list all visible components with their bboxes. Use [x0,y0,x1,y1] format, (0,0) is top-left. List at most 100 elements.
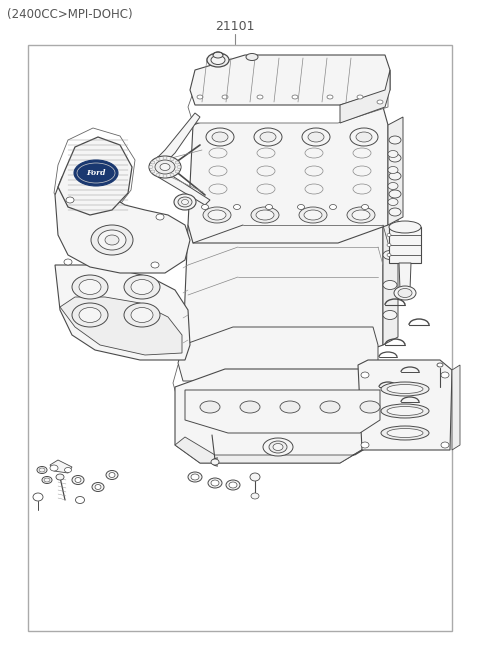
Ellipse shape [229,482,237,488]
Ellipse shape [383,250,397,259]
Ellipse shape [42,476,52,483]
Ellipse shape [151,262,159,268]
Ellipse shape [197,95,203,99]
Ellipse shape [75,477,81,483]
Ellipse shape [91,225,133,255]
Ellipse shape [106,470,118,479]
Ellipse shape [213,52,223,58]
Ellipse shape [389,190,401,198]
Polygon shape [399,263,411,290]
Ellipse shape [398,288,412,297]
Ellipse shape [389,221,421,233]
Ellipse shape [124,275,160,299]
Polygon shape [173,347,373,401]
Ellipse shape [389,208,401,216]
Ellipse shape [156,158,160,160]
Ellipse shape [160,164,170,170]
Ellipse shape [191,474,199,480]
Ellipse shape [246,54,258,60]
Polygon shape [370,379,385,445]
Ellipse shape [222,95,228,99]
Ellipse shape [170,174,174,176]
Polygon shape [340,70,390,123]
Ellipse shape [79,307,101,322]
Ellipse shape [151,161,155,164]
Ellipse shape [39,468,45,472]
Ellipse shape [79,280,101,295]
Ellipse shape [387,407,423,415]
Ellipse shape [361,204,369,210]
Ellipse shape [357,95,363,99]
Ellipse shape [155,160,175,174]
Ellipse shape [377,100,383,104]
Polygon shape [188,77,388,123]
Ellipse shape [44,478,50,482]
Ellipse shape [441,442,449,448]
Ellipse shape [209,184,227,194]
Ellipse shape [388,151,398,157]
Polygon shape [178,327,378,381]
Ellipse shape [305,184,323,194]
Ellipse shape [381,426,429,440]
Ellipse shape [178,197,192,207]
Ellipse shape [273,443,283,451]
Ellipse shape [151,170,155,173]
Ellipse shape [308,132,324,142]
Ellipse shape [257,148,275,158]
Ellipse shape [156,214,164,220]
Polygon shape [358,360,452,450]
Ellipse shape [361,372,369,378]
Ellipse shape [72,476,84,485]
Ellipse shape [149,156,181,178]
Ellipse shape [383,280,397,290]
Ellipse shape [361,442,369,448]
Ellipse shape [387,428,423,438]
Ellipse shape [233,204,240,210]
Ellipse shape [74,160,118,186]
Ellipse shape [212,132,228,142]
Ellipse shape [208,210,226,220]
Ellipse shape [226,480,240,490]
Ellipse shape [360,401,380,413]
Polygon shape [58,137,132,215]
Ellipse shape [131,307,153,322]
Ellipse shape [211,459,219,465]
Ellipse shape [240,401,260,413]
Ellipse shape [302,128,330,146]
Ellipse shape [389,172,401,180]
Ellipse shape [353,148,371,158]
Ellipse shape [170,158,174,160]
Ellipse shape [56,474,64,480]
Polygon shape [28,45,452,631]
Ellipse shape [131,280,153,295]
Ellipse shape [305,166,323,176]
Ellipse shape [350,128,378,146]
Polygon shape [190,55,390,105]
Ellipse shape [77,163,115,183]
Ellipse shape [347,207,375,223]
Text: 21101: 21101 [215,20,255,33]
Ellipse shape [64,259,72,265]
Ellipse shape [177,166,181,168]
Ellipse shape [260,132,276,142]
Ellipse shape [388,198,398,206]
Polygon shape [175,437,385,463]
Ellipse shape [254,128,282,146]
Ellipse shape [124,303,160,327]
Ellipse shape [92,483,104,491]
Ellipse shape [304,210,322,220]
Ellipse shape [207,53,229,67]
Ellipse shape [389,136,401,144]
Ellipse shape [437,363,443,367]
Ellipse shape [387,253,391,257]
Ellipse shape [174,194,196,210]
Polygon shape [383,217,398,345]
Ellipse shape [105,235,119,245]
Polygon shape [185,390,380,433]
Polygon shape [183,207,383,363]
Ellipse shape [329,204,336,210]
Ellipse shape [98,230,126,250]
Ellipse shape [72,275,108,299]
Ellipse shape [149,166,153,168]
Ellipse shape [387,233,391,236]
